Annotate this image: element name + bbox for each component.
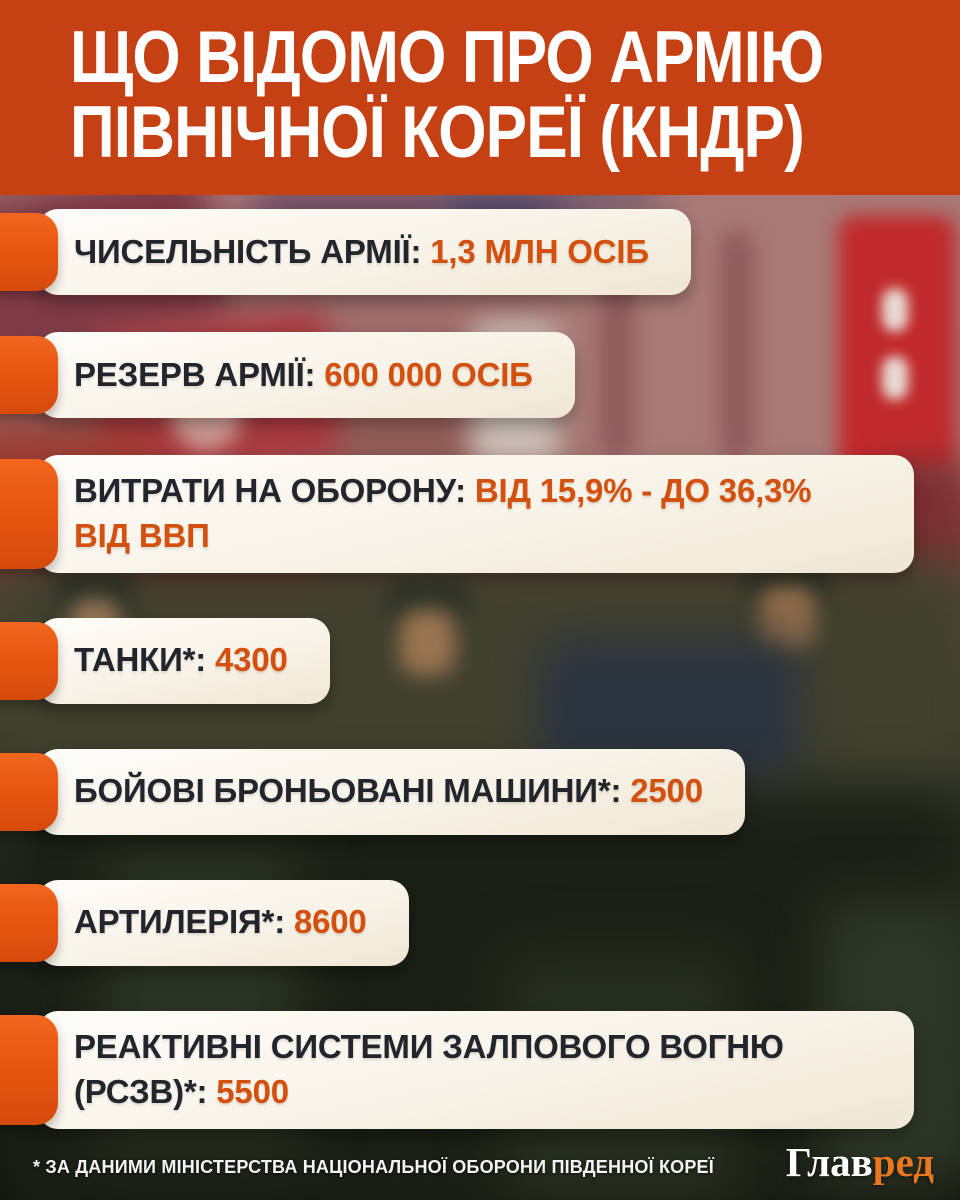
card-accent-tab [0, 213, 58, 291]
card-text: РЕАКТИВНІ СИСТЕМИ ЗАЛПОВОГО ВОГНЮ (РСЗВ)… [74, 1025, 872, 1115]
card-accent-tab [0, 1014, 58, 1125]
card-text: ЧИСЕЛЬНІСТЬ АРМІЇ: 1,3 МЛН ОСІБ [74, 230, 649, 275]
card-value: 2500 [630, 772, 703, 810]
card-accent-tab [0, 621, 58, 700]
card-label: АРТИЛЕРІЯ*: [74, 903, 285, 941]
card-value: ВІД 15,9% - ДО 36,3% ВІД ВВП [74, 472, 812, 554]
stat-card: РЕАКТИВНІ СИСТЕМИ ЗАЛПОВОГО ВОГНЮ (РСЗВ)… [38, 1010, 914, 1129]
card-label: ТАНКИ*: [74, 641, 207, 679]
stat-card: ЧИСЕЛЬНІСТЬ АРМІЇ: 1,3 МЛН ОСІБ [38, 209, 691, 295]
stat-card: ВИТРАТИ НА ОБОРОНУ: ВІД 15,9% - ДО 36,3% … [38, 455, 914, 573]
stat-row-defense-spending: ВИТРАТИ НА ОБОРОНУ: ВІД 15,9% - ДО 36,3% … [0, 455, 960, 573]
card-accent-tab [0, 883, 58, 962]
stat-row-army-size: ЧИСЕЛЬНІСТЬ АРМІЇ: 1,3 МЛН ОСІБ [0, 209, 960, 295]
stat-row-reserve: РЕЗЕРВ АРМІЇ: 600 000 ОСІБ [0, 332, 960, 418]
card-value: 8600 [293, 903, 367, 941]
bg-shape [882, 288, 908, 332]
card-label: РЕЗЕРВ АРМІЇ: [74, 355, 316, 393]
card-text: ВИТРАТИ НА ОБОРОНУ: ВІД 15,9% - ДО 36,3% … [74, 469, 872, 559]
bg-shape [760, 585, 815, 650]
stat-row-mlrs: РЕАКТИВНІ СИСТЕМИ ЗАЛПОВОГО ВОГНЮ (РСЗВ)… [0, 1010, 960, 1129]
card-text: ТАНКИ*: 4300 [74, 638, 288, 683]
stat-card: АРТИЛЕРІЯ*: 8600 [38, 879, 409, 966]
bg-shape [882, 356, 908, 400]
header: ЩО ВІДОМО ПРО АРМІЮ ПІВНІЧНОЇ КОРЕЇ (КНД… [0, 0, 960, 195]
bg-shape [400, 610, 455, 675]
card-value: 4300 [215, 641, 288, 679]
card-value: 1,3 МЛН ОСІБ [430, 232, 649, 270]
bg-shape [720, 230, 754, 460]
stat-card: ТАНКИ*: 4300 [38, 617, 330, 704]
card-label: БОЙОВІ БРОНЬОВАНІ МАШИНИ*: [74, 772, 622, 810]
page-title-line-2: ПІВНІЧНОЇ КОРЕЇ (КНДР) [70, 92, 805, 174]
card-text: БОЙОВІ БРОНЬОВАНІ МАШИНИ*: 2500 [74, 769, 703, 814]
stat-row-tanks: ТАНКИ*: 4300 [0, 617, 960, 704]
stat-card: БОЙОВІ БРОНЬОВАНІ МАШИНИ*: 2500 [38, 748, 745, 835]
card-label: ВИТРАТИ НА ОБОРОНУ: [74, 472, 466, 509]
card-accent-tab [0, 752, 58, 831]
card-accent-tab [0, 459, 58, 569]
stat-card-list: ЧИСЕЛЬНІСТЬ АРМІЇ: 1,3 МЛН ОСІБ РЕЗЕРВ АР… [0, 195, 960, 1174]
card-text: АРТИЛЕРІЯ*: 8600 [74, 900, 367, 945]
card-accent-tab [0, 336, 58, 414]
stat-card: РЕЗЕРВ АРМІЇ: 600 000 ОСІБ [38, 332, 575, 418]
bg-shape [838, 215, 956, 475]
card-text: РЕЗЕРВ АРМІЇ: 600 000 ОСІБ [74, 353, 533, 398]
card-label: РЕАКТИВНІ СИСТЕМИ ЗАЛПОВОГО ВОГНЮ (РСЗВ)… [74, 1027, 784, 1110]
card-value: 600 000 ОСІБ [324, 355, 533, 393]
card-value: 5500 [216, 1072, 289, 1110]
page-title-line-1: ЩО ВІДОМО ПРО АРМІЮ [70, 17, 824, 98]
glavred-logo: Главред [786, 1138, 934, 1186]
stat-row-artillery: АРТИЛЕРІЯ*: 8600 [0, 879, 960, 966]
card-label: ЧИСЕЛЬНІСТЬ АРМІЇ: [74, 232, 422, 270]
source-note: * ЗА ДАНИМИ МІНІСТЕРСТВА НАЦІОНАЛЬНОЇ ОБ… [33, 1157, 714, 1177]
stat-row-armored-vehicles: БОЙОВІ БРОНЬОВАНІ МАШИНИ*: 2500 [0, 748, 960, 835]
logo-part-red: ред [872, 1139, 934, 1185]
logo-part-glav: Глав [785, 1139, 873, 1185]
